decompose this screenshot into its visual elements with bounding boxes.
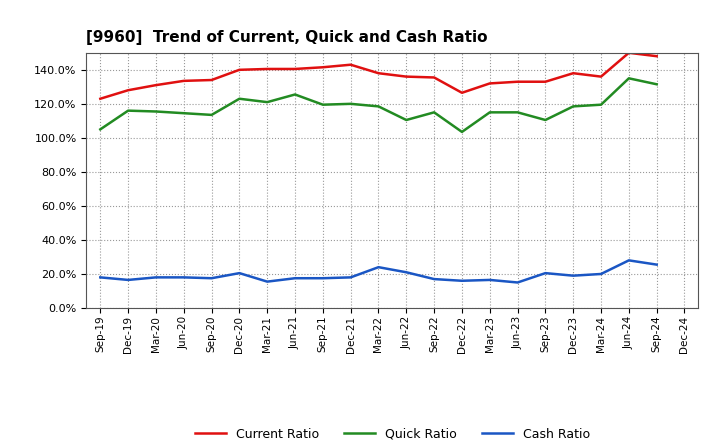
Current Ratio: [263, 66, 271, 72]
Cash Ratio: [569, 273, 577, 279]
Quick Ratio: [235, 96, 243, 101]
Quick Ratio: [652, 82, 661, 87]
Cash Ratio: [96, 275, 104, 280]
Current Ratio: [124, 88, 132, 93]
Current Ratio: [624, 50, 633, 55]
Quick Ratio: [569, 104, 577, 109]
Quick Ratio: [485, 110, 494, 115]
Current Ratio: [652, 54, 661, 59]
Quick Ratio: [179, 110, 188, 116]
Quick Ratio: [96, 127, 104, 132]
Current Ratio: [513, 79, 522, 84]
Cash Ratio: [235, 271, 243, 276]
Quick Ratio: [263, 99, 271, 105]
Current Ratio: [597, 74, 606, 79]
Cash Ratio: [207, 275, 216, 281]
Quick Ratio: [624, 76, 633, 81]
Current Ratio: [430, 75, 438, 80]
Current Ratio: [96, 96, 104, 101]
Quick Ratio: [430, 110, 438, 115]
Current Ratio: [207, 77, 216, 83]
Current Ratio: [179, 78, 188, 84]
Quick Ratio: [402, 117, 410, 123]
Current Ratio: [318, 65, 327, 70]
Cash Ratio: [374, 264, 383, 270]
Line: Cash Ratio: Cash Ratio: [100, 260, 657, 282]
Cash Ratio: [291, 275, 300, 281]
Quick Ratio: [458, 129, 467, 135]
Current Ratio: [485, 81, 494, 86]
Cash Ratio: [318, 275, 327, 281]
Text: [9960]  Trend of Current, Quick and Cash Ratio: [9960] Trend of Current, Quick and Cash …: [86, 29, 488, 45]
Cash Ratio: [624, 258, 633, 263]
Cash Ratio: [430, 276, 438, 282]
Cash Ratio: [263, 279, 271, 284]
Quick Ratio: [513, 110, 522, 115]
Current Ratio: [541, 79, 550, 84]
Cash Ratio: [346, 275, 355, 280]
Quick Ratio: [374, 104, 383, 109]
Line: Quick Ratio: Quick Ratio: [100, 78, 657, 132]
Cash Ratio: [179, 275, 188, 280]
Line: Current Ratio: Current Ratio: [100, 53, 657, 99]
Legend: Current Ratio, Quick Ratio, Cash Ratio: Current Ratio, Quick Ratio, Cash Ratio: [188, 422, 597, 440]
Quick Ratio: [207, 112, 216, 117]
Cash Ratio: [652, 262, 661, 267]
Quick Ratio: [152, 109, 161, 114]
Cash Ratio: [152, 275, 161, 280]
Cash Ratio: [124, 277, 132, 282]
Current Ratio: [152, 82, 161, 88]
Current Ratio: [374, 70, 383, 76]
Quick Ratio: [318, 102, 327, 107]
Cash Ratio: [597, 271, 606, 277]
Current Ratio: [235, 67, 243, 73]
Current Ratio: [569, 70, 577, 76]
Cash Ratio: [458, 278, 467, 283]
Quick Ratio: [597, 102, 606, 107]
Cash Ratio: [485, 277, 494, 282]
Quick Ratio: [291, 92, 300, 97]
Cash Ratio: [513, 280, 522, 285]
Cash Ratio: [402, 270, 410, 275]
Current Ratio: [402, 74, 410, 79]
Cash Ratio: [541, 271, 550, 276]
Quick Ratio: [541, 117, 550, 123]
Current Ratio: [346, 62, 355, 67]
Quick Ratio: [346, 101, 355, 106]
Current Ratio: [458, 90, 467, 95]
Quick Ratio: [124, 108, 132, 113]
Current Ratio: [291, 66, 300, 72]
